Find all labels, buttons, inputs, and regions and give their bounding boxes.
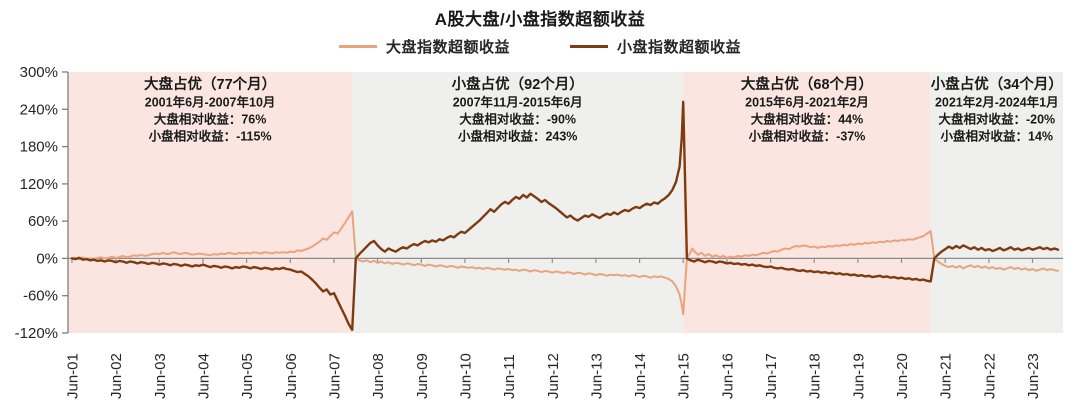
x-tick-label: Jun-21 — [938, 353, 955, 399]
x-tick-label: Jun-08 — [370, 353, 387, 399]
chart-title: A股大盘/小盘指数超额收益 — [434, 10, 646, 29]
regime-annotation-line: 大盘占优（77个月） — [144, 75, 276, 93]
x-tick-label: Jun-09 — [414, 353, 431, 399]
legend-label: 大盘指数超额收益 — [385, 39, 510, 56]
x-tick-label: Jun-14 — [632, 353, 649, 399]
legend-line-marker-icon — [570, 45, 608, 48]
regime-annotation-line: 小盘相对收益：-115% — [148, 129, 272, 144]
x-tick-label: Jun-07 — [327, 353, 344, 399]
legend-label: 小盘指数超额收益 — [617, 39, 742, 56]
x-tick-label: Jun-18 — [807, 353, 824, 399]
x-tick-label: Jun-19 — [850, 353, 867, 399]
y-tick-label: 240% — [20, 101, 58, 118]
regime-annotation-line: 大盘相对收益：-20% — [938, 112, 1055, 127]
x-tick-label: Jun-05 — [239, 353, 256, 399]
x-tick-label: Jun-10 — [457, 353, 474, 399]
x-tick-label: Jun-04 — [196, 353, 213, 399]
y-tick-label: 0% — [36, 250, 58, 267]
x-tick-label: Jun-11 — [501, 354, 518, 399]
regime-annotation-line: 大盘占优（68个月） — [741, 75, 873, 93]
series-line-small-cap — [70, 100, 1060, 332]
regime-annotation-line: 2021年2月-2024年1月 — [935, 95, 1059, 110]
regime-annotation-line: 小盘相对收益：-37% — [748, 129, 866, 144]
regime-annotation-line: 大盘相对收益：76% — [154, 112, 267, 127]
regime-annotation-line: 2015年6月-2021年2月 — [745, 95, 869, 110]
regime-annotation-line: 小盘相对收益：14% — [940, 129, 1054, 144]
regime-annotation-line: 2001年6月-2007年10月 — [145, 95, 276, 110]
legend-line-marker-icon — [338, 45, 377, 48]
x-tick-label: Jun-06 — [283, 353, 300, 399]
y-tick-label: 300% — [20, 64, 58, 81]
regime-region — [352, 72, 684, 333]
regime-annotation-line: 2007年11月-2015年6月 — [453, 95, 583, 110]
regime-annotation-line: 小盘占优（34个月） — [931, 75, 1063, 93]
y-tick-label: 180% — [20, 139, 58, 156]
x-tick-label: Jun-23 — [1025, 353, 1042, 399]
x-tick-label: Jun-22 — [981, 353, 998, 399]
x-tick-label: Jun-20 — [894, 353, 911, 399]
x-tick-label: Jun-03 — [152, 353, 169, 399]
x-tick-label: Jun-17 — [763, 353, 780, 399]
y-tick-label: -120% — [15, 325, 58, 342]
regime-annotation-line: 大盘相对收益：44% — [751, 112, 864, 127]
y-tick-label: 60% — [28, 213, 58, 230]
legend-item: 小盘指数超额收益 — [570, 36, 741, 57]
regime-annotation-line: 小盘相对收益：243% — [457, 129, 577, 144]
legend-item: 大盘指数超额收益 — [338, 36, 510, 57]
x-tick-label: Jun-01 — [65, 353, 82, 399]
series-line-large-cap — [71, 210, 1059, 316]
x-tick-label: Jun-16 — [719, 353, 736, 399]
x-tick-label: Jun-12 — [545, 353, 562, 399]
x-tick-label: Jun-15 — [676, 353, 693, 399]
y-tick-label: 120% — [20, 176, 58, 193]
regime-region — [930, 72, 1063, 333]
y-tick-label: -60% — [23, 288, 58, 305]
chart-legend: 大盘指数超额收益 小盘指数超额收益 — [0, 36, 1080, 57]
x-tick-label: Jun-02 — [108, 353, 125, 399]
regime-region — [683, 72, 931, 333]
regime-annotation-line: 小盘占优（92个月） — [452, 75, 584, 93]
regime-annotation-line: 大盘相对收益：-90% — [459, 112, 576, 127]
x-tick-label: Jun-13 — [588, 353, 605, 399]
regime-region — [68, 72, 353, 333]
